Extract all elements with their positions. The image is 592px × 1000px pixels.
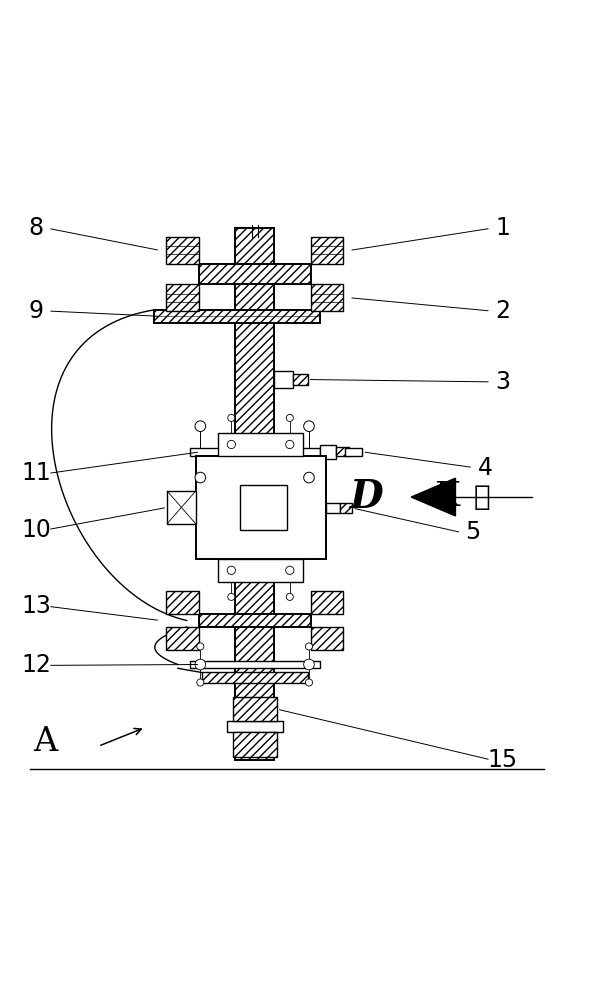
Circle shape: [228, 414, 235, 421]
Polygon shape: [166, 284, 198, 311]
Polygon shape: [166, 237, 198, 264]
Circle shape: [195, 472, 205, 483]
Text: 15: 15: [488, 748, 518, 772]
Circle shape: [304, 421, 314, 431]
Circle shape: [197, 679, 204, 686]
Text: A: A: [33, 726, 57, 758]
Polygon shape: [311, 591, 343, 614]
Bar: [320, 445, 336, 459]
Text: 10: 10: [21, 518, 51, 542]
Polygon shape: [411, 478, 455, 516]
Bar: [168, 491, 195, 524]
Text: K: K: [434, 481, 459, 513]
Bar: [227, 721, 283, 732]
Circle shape: [305, 679, 313, 686]
Bar: [218, 559, 303, 582]
Text: 1: 1: [496, 216, 510, 240]
Text: 3: 3: [496, 370, 510, 394]
Polygon shape: [311, 627, 343, 650]
Polygon shape: [201, 672, 308, 683]
Bar: [189, 661, 320, 668]
Polygon shape: [233, 697, 277, 721]
Bar: [195, 456, 326, 559]
Bar: [218, 433, 303, 456]
Bar: [274, 371, 293, 388]
Polygon shape: [311, 237, 343, 264]
Circle shape: [227, 566, 236, 574]
Bar: [189, 448, 320, 456]
Circle shape: [287, 593, 294, 600]
Text: 2: 2: [496, 299, 510, 323]
Circle shape: [195, 421, 205, 431]
Polygon shape: [198, 264, 311, 284]
Polygon shape: [198, 614, 311, 627]
Text: 9: 9: [28, 299, 44, 323]
Polygon shape: [311, 284, 343, 311]
Text: 11: 11: [21, 461, 51, 485]
Bar: [326, 503, 340, 513]
Text: 12: 12: [21, 653, 51, 677]
Circle shape: [286, 566, 294, 574]
Circle shape: [228, 593, 235, 600]
Polygon shape: [233, 732, 277, 757]
Text: 5: 5: [465, 520, 481, 544]
Circle shape: [286, 440, 294, 449]
Text: 8: 8: [28, 216, 44, 240]
Polygon shape: [336, 447, 349, 456]
Polygon shape: [155, 310, 320, 323]
Circle shape: [227, 440, 236, 449]
Circle shape: [304, 659, 314, 670]
Circle shape: [304, 472, 314, 483]
Polygon shape: [293, 374, 307, 385]
Bar: [240, 485, 287, 530]
Text: 4: 4: [478, 456, 493, 480]
Text: D: D: [350, 478, 384, 516]
Polygon shape: [340, 503, 352, 513]
Circle shape: [197, 643, 204, 650]
Bar: [345, 448, 362, 456]
Polygon shape: [166, 591, 198, 614]
Circle shape: [305, 643, 313, 650]
Polygon shape: [236, 228, 274, 760]
Text: 向: 向: [474, 483, 490, 511]
Text: 13: 13: [21, 594, 51, 618]
Polygon shape: [166, 627, 198, 650]
Circle shape: [287, 414, 294, 421]
Circle shape: [195, 659, 205, 670]
